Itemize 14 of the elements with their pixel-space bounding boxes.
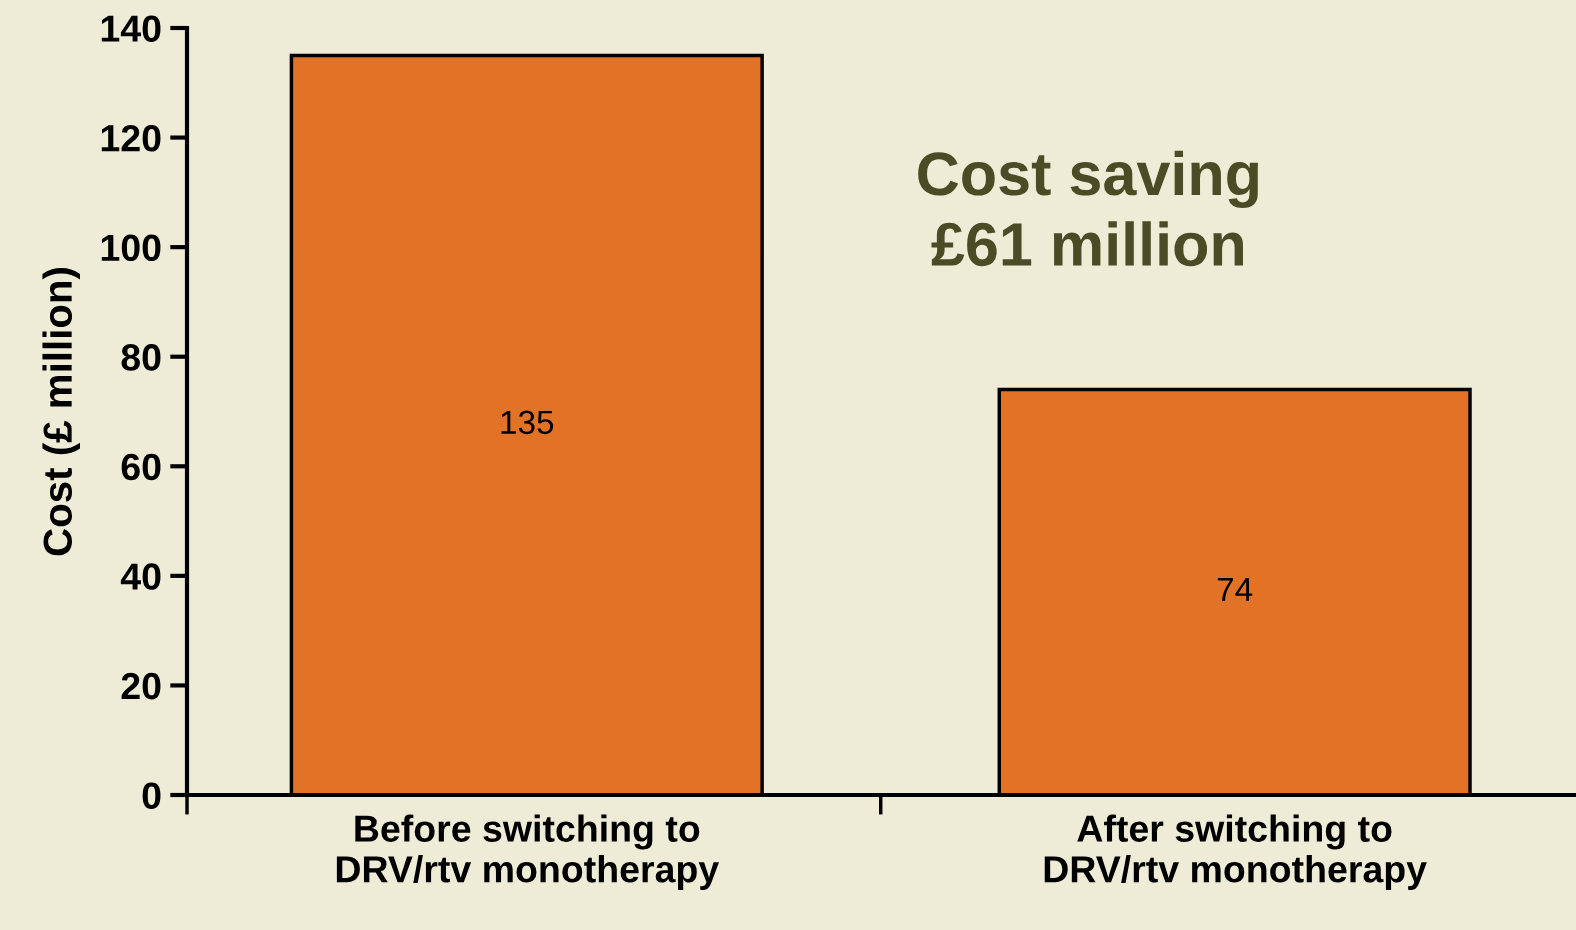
y-tick-label: 120	[101, 124, 161, 152]
y-tick-label: 20	[121, 672, 161, 700]
y-tick-label: 80	[121, 344, 161, 371]
x-tick-label: Before switching to DRV/rtv monotherapy	[336, 814, 719, 890]
y-tick-label: 40	[120, 563, 161, 590]
data-label: 135	[501, 410, 554, 435]
data-label: 74	[1217, 577, 1253, 601]
y-tick-label: 0	[142, 782, 161, 809]
y-tick-label: 60	[121, 453, 161, 481]
annotation: Cost saving £61 million	[918, 150, 1258, 267]
x-tick-label: After switching to DRV/rtv monotherapy	[1044, 814, 1427, 890]
y-tick-label: 100	[101, 234, 161, 262]
y-tick-label: 140	[101, 15, 161, 42]
y-axis-title: Cost (£ million)	[42, 268, 80, 556]
